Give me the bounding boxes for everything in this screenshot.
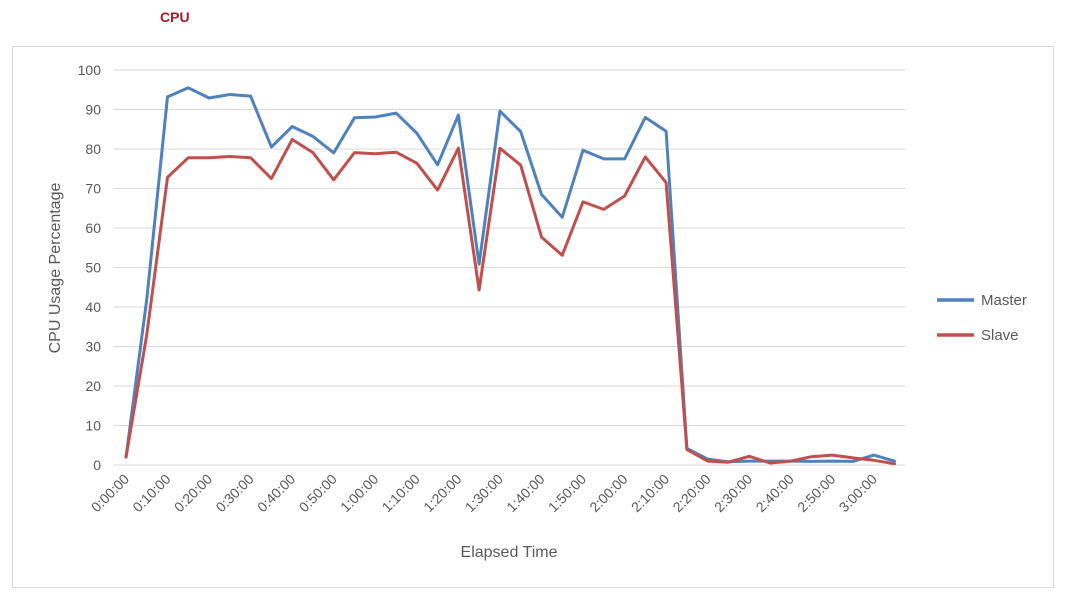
chart-frame bbox=[12, 46, 1054, 588]
y-axis-title: CPU Usage Percentage bbox=[47, 183, 64, 354]
y-tick-label: 60 bbox=[85, 220, 101, 236]
gridlines bbox=[114, 69, 905, 466]
x-tick-label: 1:40:00 bbox=[503, 471, 547, 515]
x-tick-label: 0:50:00 bbox=[296, 471, 340, 515]
x-tick-label: 0:10:00 bbox=[129, 471, 173, 515]
legend-label-master: Master bbox=[981, 292, 1027, 309]
y-tick-label: 80 bbox=[85, 141, 101, 157]
x-tick-label: 0:20:00 bbox=[171, 471, 215, 515]
x-tick-label: 2:30:00 bbox=[711, 471, 755, 515]
x-tick-label: 2:40:00 bbox=[753, 471, 797, 515]
x-tick-label: 2:50:00 bbox=[794, 471, 838, 515]
series-line-master bbox=[124, 86, 897, 464]
legend: Master Slave bbox=[937, 292, 1027, 344]
y-tick-label: 70 bbox=[85, 181, 101, 197]
x-tick-label: 3:00:00 bbox=[836, 471, 880, 515]
legend-label-slave: Slave bbox=[981, 327, 1019, 344]
y-tick-label: 0 bbox=[93, 457, 101, 473]
x-tick-labels: 0:00:000:10:000:20:000:30:000:40:000:50:… bbox=[88, 471, 880, 515]
x-tick-label: 0:30:00 bbox=[212, 471, 256, 515]
x-tick-label: 1:30:00 bbox=[462, 471, 506, 515]
series-lines bbox=[124, 86, 897, 466]
x-tick-label: 1:50:00 bbox=[545, 471, 589, 515]
x-tick-label: 2:00:00 bbox=[586, 471, 630, 515]
y-tick-label: 20 bbox=[85, 378, 101, 394]
y-tick-label: 50 bbox=[85, 260, 101, 276]
y-tick-label: 100 bbox=[78, 62, 102, 78]
y-tick-label: 40 bbox=[85, 299, 101, 315]
x-tick-label: 0:00:00 bbox=[88, 471, 132, 515]
x-tick-label: 1:00:00 bbox=[337, 471, 381, 515]
x-tick-label: 2:20:00 bbox=[669, 471, 713, 515]
series-line-slave bbox=[124, 138, 897, 466]
y-tick-labels: 0 10 20 30 40 50 60 70 80 90 100 bbox=[78, 62, 102, 473]
x-tick-label: 1:10:00 bbox=[379, 471, 423, 515]
y-tick-label: 10 bbox=[85, 418, 101, 434]
x-tick-label: 0:40:00 bbox=[254, 471, 298, 515]
x-tick-label: 1:20:00 bbox=[420, 471, 464, 515]
section-title: CPU bbox=[160, 9, 190, 25]
x-tick-label: 2:10:00 bbox=[628, 471, 672, 515]
y-tick-label: 90 bbox=[85, 102, 101, 118]
y-tick-label: 30 bbox=[85, 339, 101, 355]
x-axis-title: Elapsed Time bbox=[461, 544, 558, 561]
